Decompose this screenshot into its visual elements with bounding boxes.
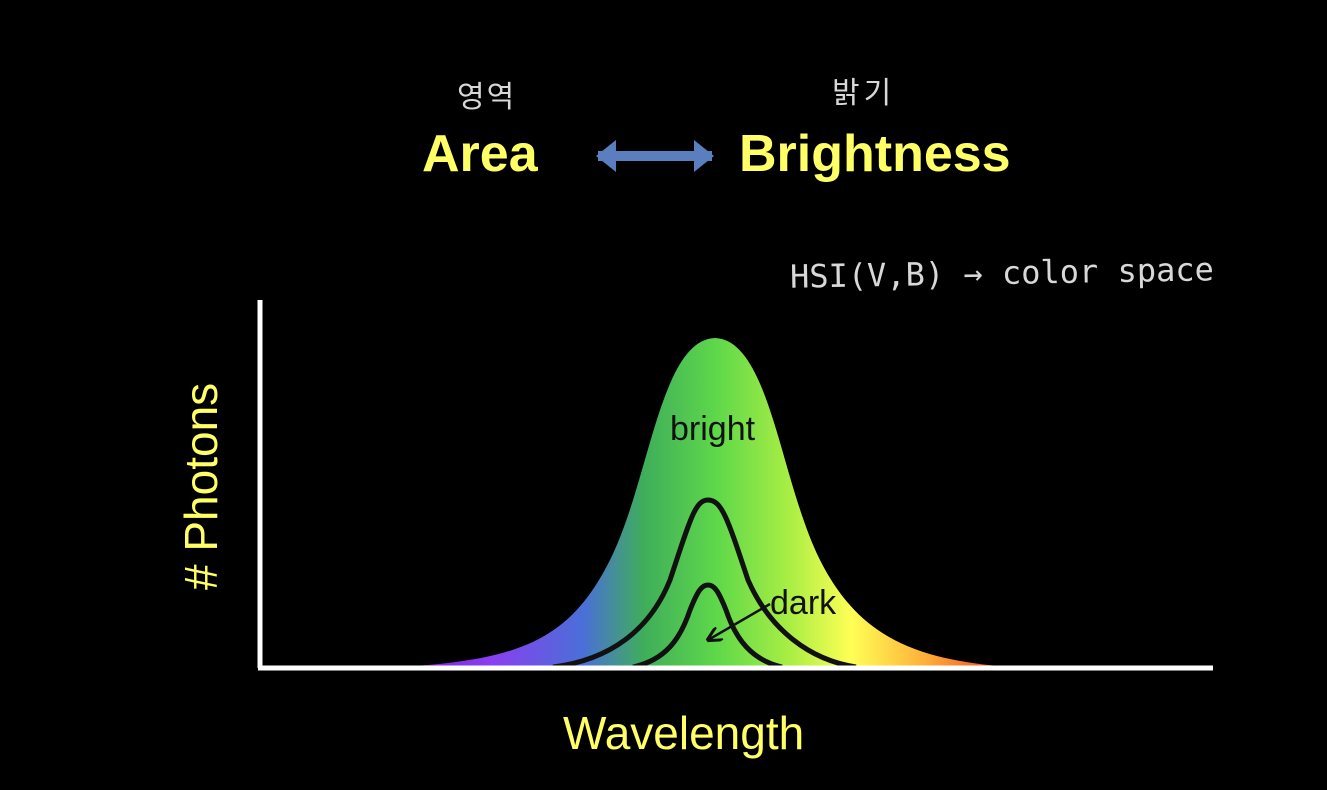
dark-label: dark: [770, 584, 837, 622]
bright-label: bright: [670, 410, 756, 448]
double-arrow-icon: [596, 140, 714, 172]
dark-spectrum-curve: [632, 582, 783, 670]
area-annotation: 영역: [457, 80, 517, 115]
dark-pointer-arrow: [708, 602, 771, 640]
medium-spectrum-curve: [552, 497, 857, 670]
brightness-title: Brightness: [739, 125, 1011, 183]
brightness-annotation: 밝기: [832, 76, 896, 111]
area-title: Area: [422, 125, 538, 183]
x-axis-label: Wavelength: [563, 707, 805, 759]
y-axis-label: # Photons: [175, 382, 227, 590]
